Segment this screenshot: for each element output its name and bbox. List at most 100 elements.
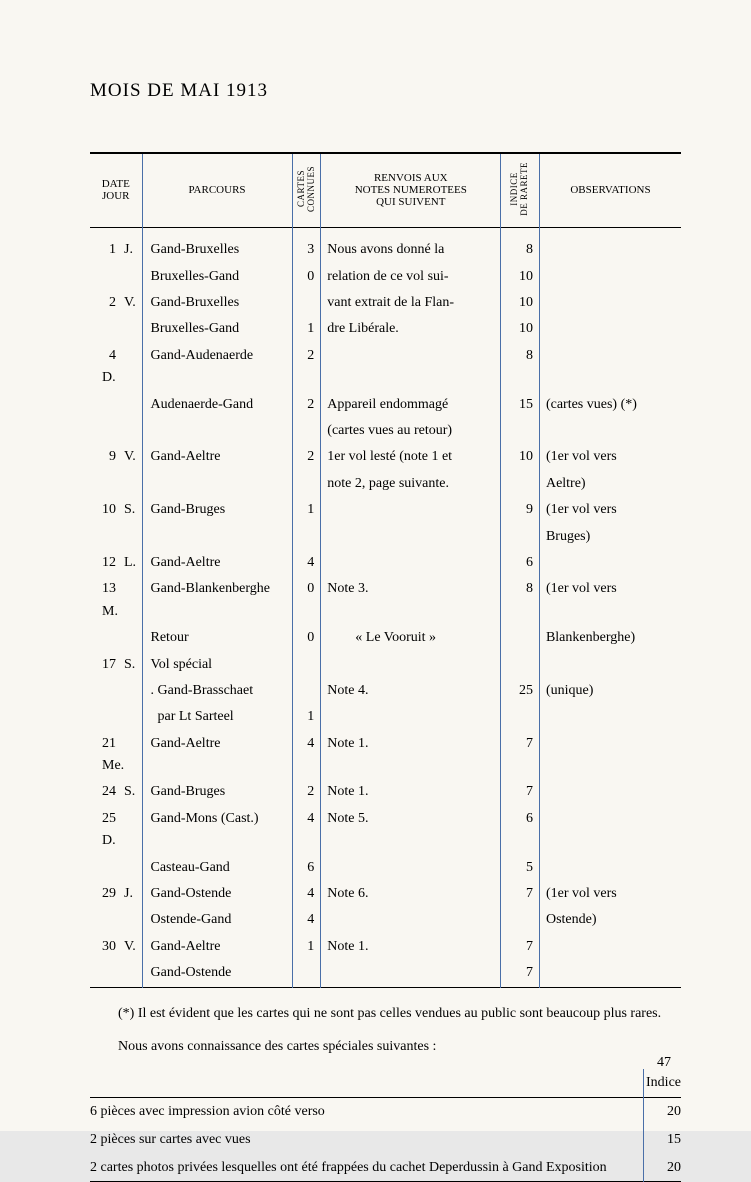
cell-cartes: 1 <box>292 934 321 960</box>
cell-observation: Bruges) <box>539 524 681 550</box>
cell-indice: 7 <box>501 881 540 907</box>
cell-observation: (unique) <box>539 678 681 704</box>
cell-indice: 7 <box>501 934 540 960</box>
table-row: 13M.Gand-Blankenberghe0Note 3.8(1er vol … <box>90 576 681 625</box>
cell-renvois: Note 3. <box>321 576 501 625</box>
cell-indice <box>501 625 540 651</box>
cell-cartes <box>292 290 321 316</box>
table-row: 1J.Gand-Bruxelles3Nous avons donné la8 <box>90 237 681 263</box>
cell-date <box>90 625 142 651</box>
cell-renvois: Note 1. <box>321 731 501 780</box>
cell-renvois <box>321 704 501 730</box>
cell-date: 9V. <box>90 444 142 470</box>
special-card-label: 2 cartes photos privées lesquelles ont é… <box>90 1154 643 1182</box>
table-row: (cartes vues au retour) <box>90 418 681 444</box>
indice-column-header: Indice <box>643 1069 681 1097</box>
cell-observation <box>539 731 681 780</box>
cell-observation <box>539 806 681 855</box>
cell-parcours: Vol spécial <box>142 652 292 678</box>
cell-renvois <box>321 855 501 881</box>
cell-date <box>90 960 142 987</box>
page-title: MOIS DE MAI 1913 <box>90 80 681 102</box>
cell-parcours: par Lt Sarteel <box>142 704 292 730</box>
cell-date: 25D. <box>90 806 142 855</box>
cell-date <box>90 704 142 730</box>
cell-cartes <box>292 418 321 444</box>
cell-date <box>90 907 142 933</box>
cell-cartes <box>292 524 321 550</box>
cell-parcours <box>142 418 292 444</box>
cell-observation <box>539 343 681 392</box>
cell-renvois: « Le Vooruit » <box>321 625 501 651</box>
col-header-observations: OBSERVATIONS <box>539 154 681 227</box>
cell-date: 29J. <box>90 881 142 907</box>
cell-indice: 7 <box>501 731 540 780</box>
cell-observation: Aeltre) <box>539 471 681 497</box>
cell-renvois: note 2, page suivante. <box>321 471 501 497</box>
table-row: note 2, page suivante. Aeltre) <box>90 471 681 497</box>
cell-parcours: Gand-Bruges <box>142 497 292 523</box>
cell-renvois: Note 5. <box>321 806 501 855</box>
special-card-indice: 15 <box>643 1126 681 1154</box>
cell-observation <box>539 704 681 730</box>
table-row: Gand-Ostende7 <box>90 960 681 987</box>
cell-date: 1J. <box>90 237 142 263</box>
cell-cartes <box>292 652 321 678</box>
cell-date <box>90 471 142 497</box>
cell-indice: 10 <box>501 290 540 316</box>
cell-indice: 5 <box>501 855 540 881</box>
cell-renvois: Note 6. <box>321 881 501 907</box>
cell-indice <box>501 418 540 444</box>
cell-observation <box>539 652 681 678</box>
cell-parcours: Gand-Ostende <box>142 881 292 907</box>
cell-parcours <box>142 471 292 497</box>
cell-cartes <box>292 678 321 704</box>
cell-observation <box>539 316 681 342</box>
cell-renvois <box>321 524 501 550</box>
cell-renvois: 1er vol lesté (note 1 et <box>321 444 501 470</box>
cell-date: 10S. <box>90 497 142 523</box>
main-table-container: DATE JOUR PARCOURS CARTES CONNUES RENVOI… <box>90 152 681 988</box>
cell-cartes: 2 <box>292 444 321 470</box>
cell-date <box>90 418 142 444</box>
cell-renvois: Appareil endommagé <box>321 392 501 418</box>
cell-parcours: Audenaerde-Gand <box>142 392 292 418</box>
cell-cartes: 1 <box>292 316 321 342</box>
cell-date: 2V. <box>90 290 142 316</box>
cell-indice <box>501 704 540 730</box>
col-header-renvois: RENVOIS AUX NOTES NUMEROTEES QUI SUIVENT <box>321 154 501 227</box>
cell-parcours: Gand-Mons (Cast.) <box>142 806 292 855</box>
cell-date: 13M. <box>90 576 142 625</box>
col-header-parcours: PARCOURS <box>142 154 292 227</box>
cell-parcours <box>142 524 292 550</box>
cell-cartes: 6 <box>292 855 321 881</box>
table-row: 21Me.Gand-Aeltre4Note 1.7 <box>90 731 681 780</box>
cell-indice: 7 <box>501 779 540 805</box>
cell-renvois: Note 4. <box>321 678 501 704</box>
cell-date: 4D. <box>90 343 142 392</box>
cell-parcours: Casteau-Gand <box>142 855 292 881</box>
table-row: par Lt Sarteel1 <box>90 704 681 730</box>
table-body: 1J.Gand-Bruxelles3Nous avons donné la8Br… <box>90 227 681 987</box>
cell-parcours: . Gand-Brasschaet <box>142 678 292 704</box>
table-row: Bruxelles-Gand0relation de ce vol sui-10 <box>90 264 681 290</box>
document-page: MOIS DE MAI 1913 DATE JOUR PARCOURS CART… <box>0 0 751 1131</box>
cell-parcours: Ostende-Gand <box>142 907 292 933</box>
table-header: DATE JOUR PARCOURS CARTES CONNUES RENVOI… <box>90 154 681 227</box>
cell-indice: 10 <box>501 264 540 290</box>
table-row: . Gand-Brasschaet Note 4.25(unique) <box>90 678 681 704</box>
cell-cartes: 4 <box>292 731 321 780</box>
cell-observation <box>539 779 681 805</box>
table-row: 9V.Gand-Aeltre21er vol lesté (note 1 et1… <box>90 444 681 470</box>
cell-date <box>90 678 142 704</box>
cell-date <box>90 524 142 550</box>
cell-indice: 7 <box>501 960 540 987</box>
table-row: Bruges) <box>90 524 681 550</box>
cell-date <box>90 392 142 418</box>
cell-indice: 25 <box>501 678 540 704</box>
cell-renvois: Nous avons donné la <box>321 237 501 263</box>
cell-observation: (1er vol vers <box>539 881 681 907</box>
cell-observation <box>539 290 681 316</box>
table-row: 30V.Gand-Aeltre1Note 1.7 <box>90 934 681 960</box>
cell-date: 12L. <box>90 550 142 576</box>
